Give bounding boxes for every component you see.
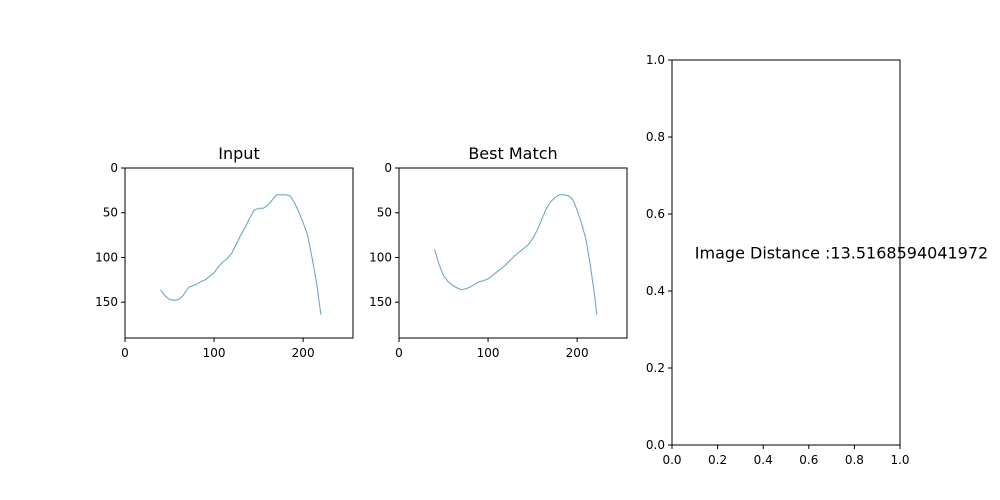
image-distance-text: Image Distance :13.5168594041972 [695,244,988,263]
panel-2-x-tick-label: 200 [566,346,589,360]
panel-1-y-tick-label: 50 [103,206,118,220]
panel-3-y-tick-label: 0.2 [646,361,665,375]
panel-1-x-tick-label: 0 [121,346,129,360]
panel-3-y-tick-label: 0.8 [646,130,665,144]
panel-3-y-tick-label: 1.0 [646,53,665,67]
panel-1-y-tick-label: 0 [110,161,118,175]
panel-3-x-tick-label: 0.8 [845,453,864,467]
panel-3-y-tick-label: 0.6 [646,207,665,221]
panel-1-x-tick-label: 200 [292,346,315,360]
panel-1-y-tick-label: 100 [95,250,118,264]
panel-2-y-tick-label: 100 [369,250,392,264]
panel-2-series-line [434,194,598,315]
panel-2-title: Best Match [468,144,557,163]
panel-3-x-tick-label: 0.0 [662,453,681,467]
panel-1-axes-frame [124,167,354,339]
panel-1-series-line [160,194,322,315]
panel-3-x-tick-label: 0.2 [708,453,727,467]
panel-3-y-tick-label: 0.4 [646,284,665,298]
panel-3-x-tick-label: 0.6 [799,453,818,467]
panel-2-x-tick-label: 100 [477,346,500,360]
panel-3-axes-frame [671,59,901,446]
panel-3-x-tick-label: 1.0 [890,453,909,467]
panel-1-y-tick-label: 150 [95,295,118,309]
panel-1-title: Input [218,144,259,163]
panel-2-y-tick-label: 50 [377,206,392,220]
panel-3-y-tick-label: 0.0 [646,438,665,452]
panel-1-x-tick-label: 100 [203,346,226,360]
panel-2-y-tick-label: 0 [384,161,392,175]
panel-3-x-tick-label: 0.4 [754,453,773,467]
panel-2-y-tick-label: 150 [369,295,392,309]
panel-2-axes-frame [398,167,628,339]
panel-2-x-tick-label: 0 [395,346,403,360]
